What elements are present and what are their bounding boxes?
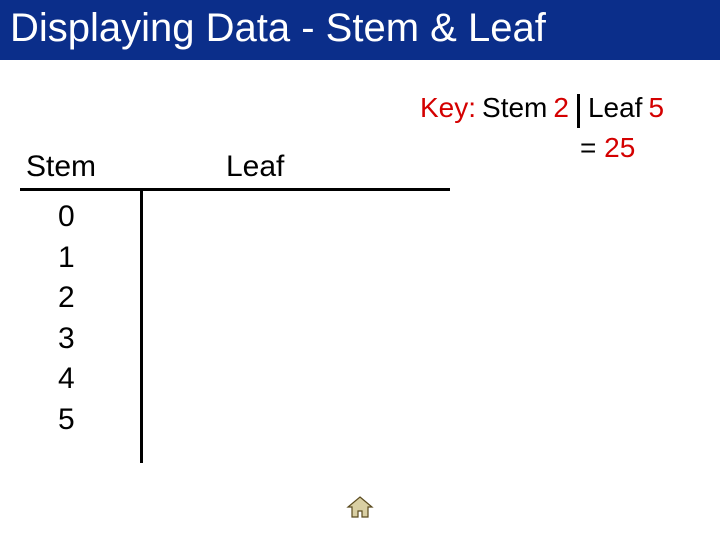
stem-value: 0 — [20, 197, 140, 238]
plot-header: Stem Leaf — [20, 150, 450, 191]
title-bar: Displaying Data - Stem & Leaf — [0, 0, 720, 60]
key-leaf-word: Leaf — [588, 90, 643, 126]
stem-column: 0 1 2 3 4 5 — [20, 191, 143, 463]
stem-header: Stem — [20, 150, 146, 184]
home-button[interactable] — [345, 494, 375, 520]
stem-value: 2 — [20, 278, 140, 319]
stem-value: 3 — [20, 319, 140, 360]
key-row-2: = 25 — [420, 130, 710, 166]
home-icon — [346, 495, 374, 519]
key-value: 25 — [604, 132, 635, 163]
page-title: Displaying Data - Stem & Leaf — [10, 6, 710, 50]
stem-leaf-plot: Stem Leaf 0 1 2 3 4 5 — [20, 150, 450, 463]
key-label: Key: — [420, 90, 476, 126]
stem-value: 4 — [20, 359, 140, 400]
plot-body: 0 1 2 3 4 5 — [20, 191, 450, 463]
stem-value: 1 — [20, 238, 140, 279]
key-stem-word: Stem — [482, 90, 547, 126]
key-row-1: Key: Stem 2 Leaf 5 — [420, 90, 710, 126]
home-icon-shape — [348, 497, 372, 517]
key-leaf-example: 5 — [648, 90, 664, 126]
leaf-header: Leaf — [146, 150, 284, 184]
key-stem-example: 2 — [553, 90, 569, 126]
key-divider — [577, 94, 580, 128]
key-legend: Key: Stem 2 Leaf 5 = 25 — [420, 90, 710, 167]
leaf-column — [143, 191, 450, 463]
stem-value: 5 — [20, 400, 140, 441]
key-equals: = — [580, 132, 596, 163]
